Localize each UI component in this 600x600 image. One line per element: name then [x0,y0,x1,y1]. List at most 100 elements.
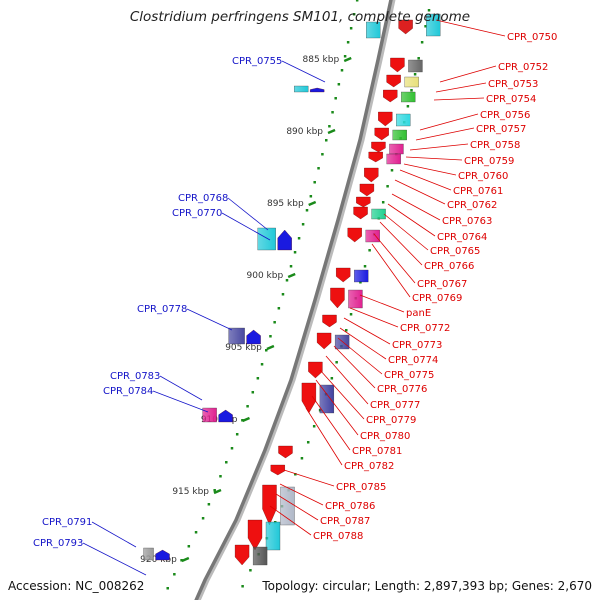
dot-mark [424,25,427,28]
dot-mark [368,249,371,252]
gene-block [408,59,423,73]
gene-block [426,13,441,37]
gene-label-reverse: panE [406,308,431,319]
dot-mark [340,69,344,72]
leader-line [227,197,269,231]
tick-mark [242,416,251,423]
gene-label-reverse: CPR_0760 [458,171,508,182]
tick-mark [287,272,296,279]
dot-mark [313,181,316,184]
dot-mark [207,503,211,506]
gene-label-forward: CPR_0784 [103,386,153,397]
gene-arrow-reverse [386,74,401,88]
dot-mark [317,167,320,170]
leader-line [371,243,411,298]
dot-mark [194,531,198,534]
gene-block [386,153,401,165]
gene-label-forward: CPR_0783 [110,371,160,382]
tick-label: 895 kbp [267,199,304,209]
gene-arrow-reverse [359,183,375,197]
dot-mark [249,569,252,572]
gene-block [396,113,411,127]
leader-line [315,379,359,436]
dot-mark [256,377,260,380]
gene-arrow-forward [246,329,261,345]
gene-arrow-reverse [371,141,386,153]
leader-line [359,294,405,313]
leader-line [439,65,497,83]
dot-mark [213,489,216,492]
gene-arrow-reverse [270,464,285,476]
genome-title: Clostridium perfringens SM101, complete … [129,9,471,25]
leader-line [349,307,399,328]
dot-mark [305,209,309,212]
gene-label-forward: CPR_0768 [178,193,228,204]
dot-mark [285,279,289,282]
gene-block [392,129,407,141]
dot-mark [355,0,359,2]
dot-mark [277,307,281,310]
gene-arrow-reverse [234,544,250,566]
leader-line [159,375,203,401]
leader-line [152,390,209,413]
dot-mark [187,545,191,548]
gene-block [366,21,381,39]
dot-mark [312,425,316,428]
leader-line [435,19,506,37]
dot-mark [427,9,431,12]
dot-mark [230,447,234,450]
tick-label: 885 kbp [303,55,340,65]
leader-line [337,337,383,375]
dot-mark [235,433,239,436]
gene-block [401,91,416,103]
gene-block [371,208,386,220]
tick-label: 905 kbp [225,343,262,353]
tick-mark [181,556,190,563]
gene-arrow-reverse [368,151,383,163]
gene-label-reverse: CPR_0765 [430,246,480,257]
leader-line [387,203,436,237]
leader-line [283,469,335,487]
gene-arrow-forward [155,549,170,561]
leader-line [311,395,351,451]
gene-label-reverse: CPR_0753 [488,79,538,90]
gene-label-reverse: CPR_0776 [377,384,427,395]
gene-label-reverse: CPR_0775 [384,370,434,381]
gene-arrow-reverse [330,287,345,309]
gene-label-forward: CPR_0793 [33,538,83,549]
gene-label-reverse: CPR_0756 [480,110,530,121]
gene-arrow-forward [277,229,292,251]
dot-mark [352,13,356,16]
gene-label-reverse: CPR_0772 [400,323,450,334]
gene-label-reverse: CPR_0779 [366,415,416,426]
dot-mark [410,89,413,92]
gene-arrow-reverse [247,519,263,551]
gene-arrow-reverse [262,484,277,526]
leader-line [373,233,416,284]
dot-mark [251,391,255,394]
gene-arrow-reverse [398,19,413,35]
leader-line [433,97,485,101]
dot-mark [309,195,313,198]
dot-mark [269,335,272,338]
dot-mark [390,169,394,172]
dot-mark [289,265,293,268]
leader-line [281,60,326,83]
dot-mark [335,361,338,364]
dot-mark [297,237,301,240]
gene-block [404,76,419,88]
gene-block [334,334,350,350]
gene-block [265,521,281,551]
dot-mark [343,55,347,58]
dot-mark [281,293,285,296]
genome-backbone [194,0,393,600]
gene-block [354,269,369,283]
leader-line [409,143,469,151]
gene-label-reverse: CPR_0786 [325,501,375,512]
leader-line [405,156,463,161]
gene-label-forward: CPR_0791 [42,517,92,528]
dot-mark [337,83,341,86]
gene-label-reverse: CPR_0782 [344,461,394,472]
dot-mark [381,201,385,204]
